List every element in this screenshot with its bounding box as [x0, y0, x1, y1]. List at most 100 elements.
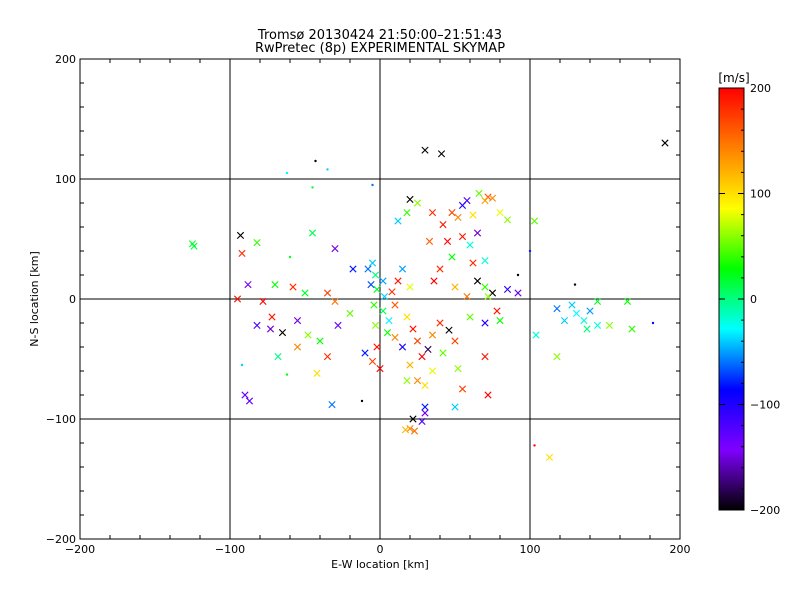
data-point: [301, 289, 309, 297]
data-point: [410, 427, 419, 435]
data-point: [469, 211, 477, 219]
colorbar-tick-label: 100: [750, 188, 771, 201]
data-point: [323, 353, 332, 361]
data-point: [428, 209, 437, 217]
data-point: [288, 255, 292, 259]
data-point: [413, 377, 422, 385]
data-point: [371, 183, 374, 187]
data-point: [259, 297, 267, 305]
data-point: [466, 241, 474, 249]
x-axis-label: E-W location [km]: [331, 558, 429, 571]
data-point: [293, 343, 302, 351]
data-point: [334, 321, 342, 329]
data-point: [481, 197, 489, 205]
data-point: [628, 325, 636, 333]
data-point: [488, 194, 497, 202]
data-point: [451, 337, 459, 345]
colorbar-tick-label: 200: [750, 82, 771, 95]
y-tick-label: −200: [46, 533, 76, 546]
data-point: [388, 288, 396, 296]
data-point: [448, 209, 456, 217]
data-point: [424, 345, 432, 353]
data-point: [425, 237, 434, 245]
data-point: [488, 289, 497, 297]
data-point: [463, 293, 471, 301]
data-point: [383, 329, 392, 337]
data-point: [278, 329, 287, 337]
data-point: [266, 325, 275, 333]
data-point: [493, 307, 501, 315]
data-point: [331, 297, 339, 305]
data-point: [391, 333, 399, 341]
colorbar-tick-label: −200: [750, 504, 780, 517]
data-point: [439, 221, 447, 229]
data-point: [368, 357, 377, 365]
data-point: [406, 425, 414, 433]
data-point: [379, 277, 387, 285]
data-point: [484, 391, 492, 399]
data-point: [593, 297, 602, 305]
data-point: [593, 321, 602, 329]
colorbar-tick-label: −100: [750, 399, 780, 412]
data-point: [253, 239, 261, 247]
data-point: [458, 385, 467, 393]
data-point: [238, 249, 246, 257]
data-point: [428, 367, 437, 375]
data-point: [245, 397, 254, 405]
data-point: [403, 313, 411, 321]
data-point: [371, 321, 380, 329]
x-axis-ticks: −200 −100 0 100 200: [65, 59, 691, 556]
data-point: [373, 343, 381, 351]
data-point: [583, 325, 591, 333]
y-tick-label: 100: [55, 173, 76, 186]
data-point: [458, 201, 467, 209]
data-point: [316, 337, 324, 345]
data-point: [406, 361, 414, 369]
data-point: [268, 313, 276, 321]
data-point: [436, 265, 444, 273]
x-tick-label: 0: [377, 543, 384, 556]
data-point: [328, 401, 336, 409]
data-point: [380, 293, 389, 301]
data-point: [385, 317, 393, 325]
data-point: [293, 317, 302, 325]
data-point: [443, 237, 452, 245]
data-point: [406, 195, 414, 203]
data-point: [503, 216, 512, 224]
data-point: [421, 403, 429, 411]
data-point: [530, 217, 539, 225]
data-point: [605, 321, 614, 329]
data-point: [437, 150, 446, 158]
data-point: [391, 301, 399, 309]
data-point: [241, 391, 249, 399]
data-point: [661, 139, 669, 147]
chart-subtitle: RwPretec (8p) EXPERIMENTAL SKYMAP: [255, 41, 505, 56]
data-point: [439, 349, 447, 357]
data-point: [473, 277, 482, 285]
y-axis-ticks: −200 −100 0 100 200: [46, 53, 680, 546]
data-point: [398, 265, 407, 273]
data-point: [466, 313, 474, 321]
data-point: [454, 365, 462, 373]
colorbar-ticks: 200 100 0 −100 −200: [719, 82, 780, 517]
data-point: [360, 399, 364, 403]
data-point: [418, 353, 426, 361]
colorbar-unit-label: [m/s]: [718, 71, 749, 85]
chart-title: Tromsø 20130424 21:50:00–21:51:43: [257, 28, 502, 43]
data-point: [413, 199, 422, 207]
data-point: [481, 257, 489, 265]
data-point: [454, 213, 462, 221]
data-point: [394, 277, 402, 285]
y-axis-label: N-S location [km]: [28, 251, 41, 347]
data-point: [271, 281, 279, 289]
data-point: [240, 363, 244, 367]
data-point: [430, 277, 438, 285]
data-point: [190, 242, 198, 250]
data-point: [553, 353, 561, 361]
data-point: [367, 281, 375, 289]
y-tick-label: −100: [46, 413, 76, 426]
data-point: [361, 349, 369, 357]
data-point: [469, 259, 477, 267]
data-point: [481, 353, 489, 361]
data-point: [451, 403, 459, 411]
